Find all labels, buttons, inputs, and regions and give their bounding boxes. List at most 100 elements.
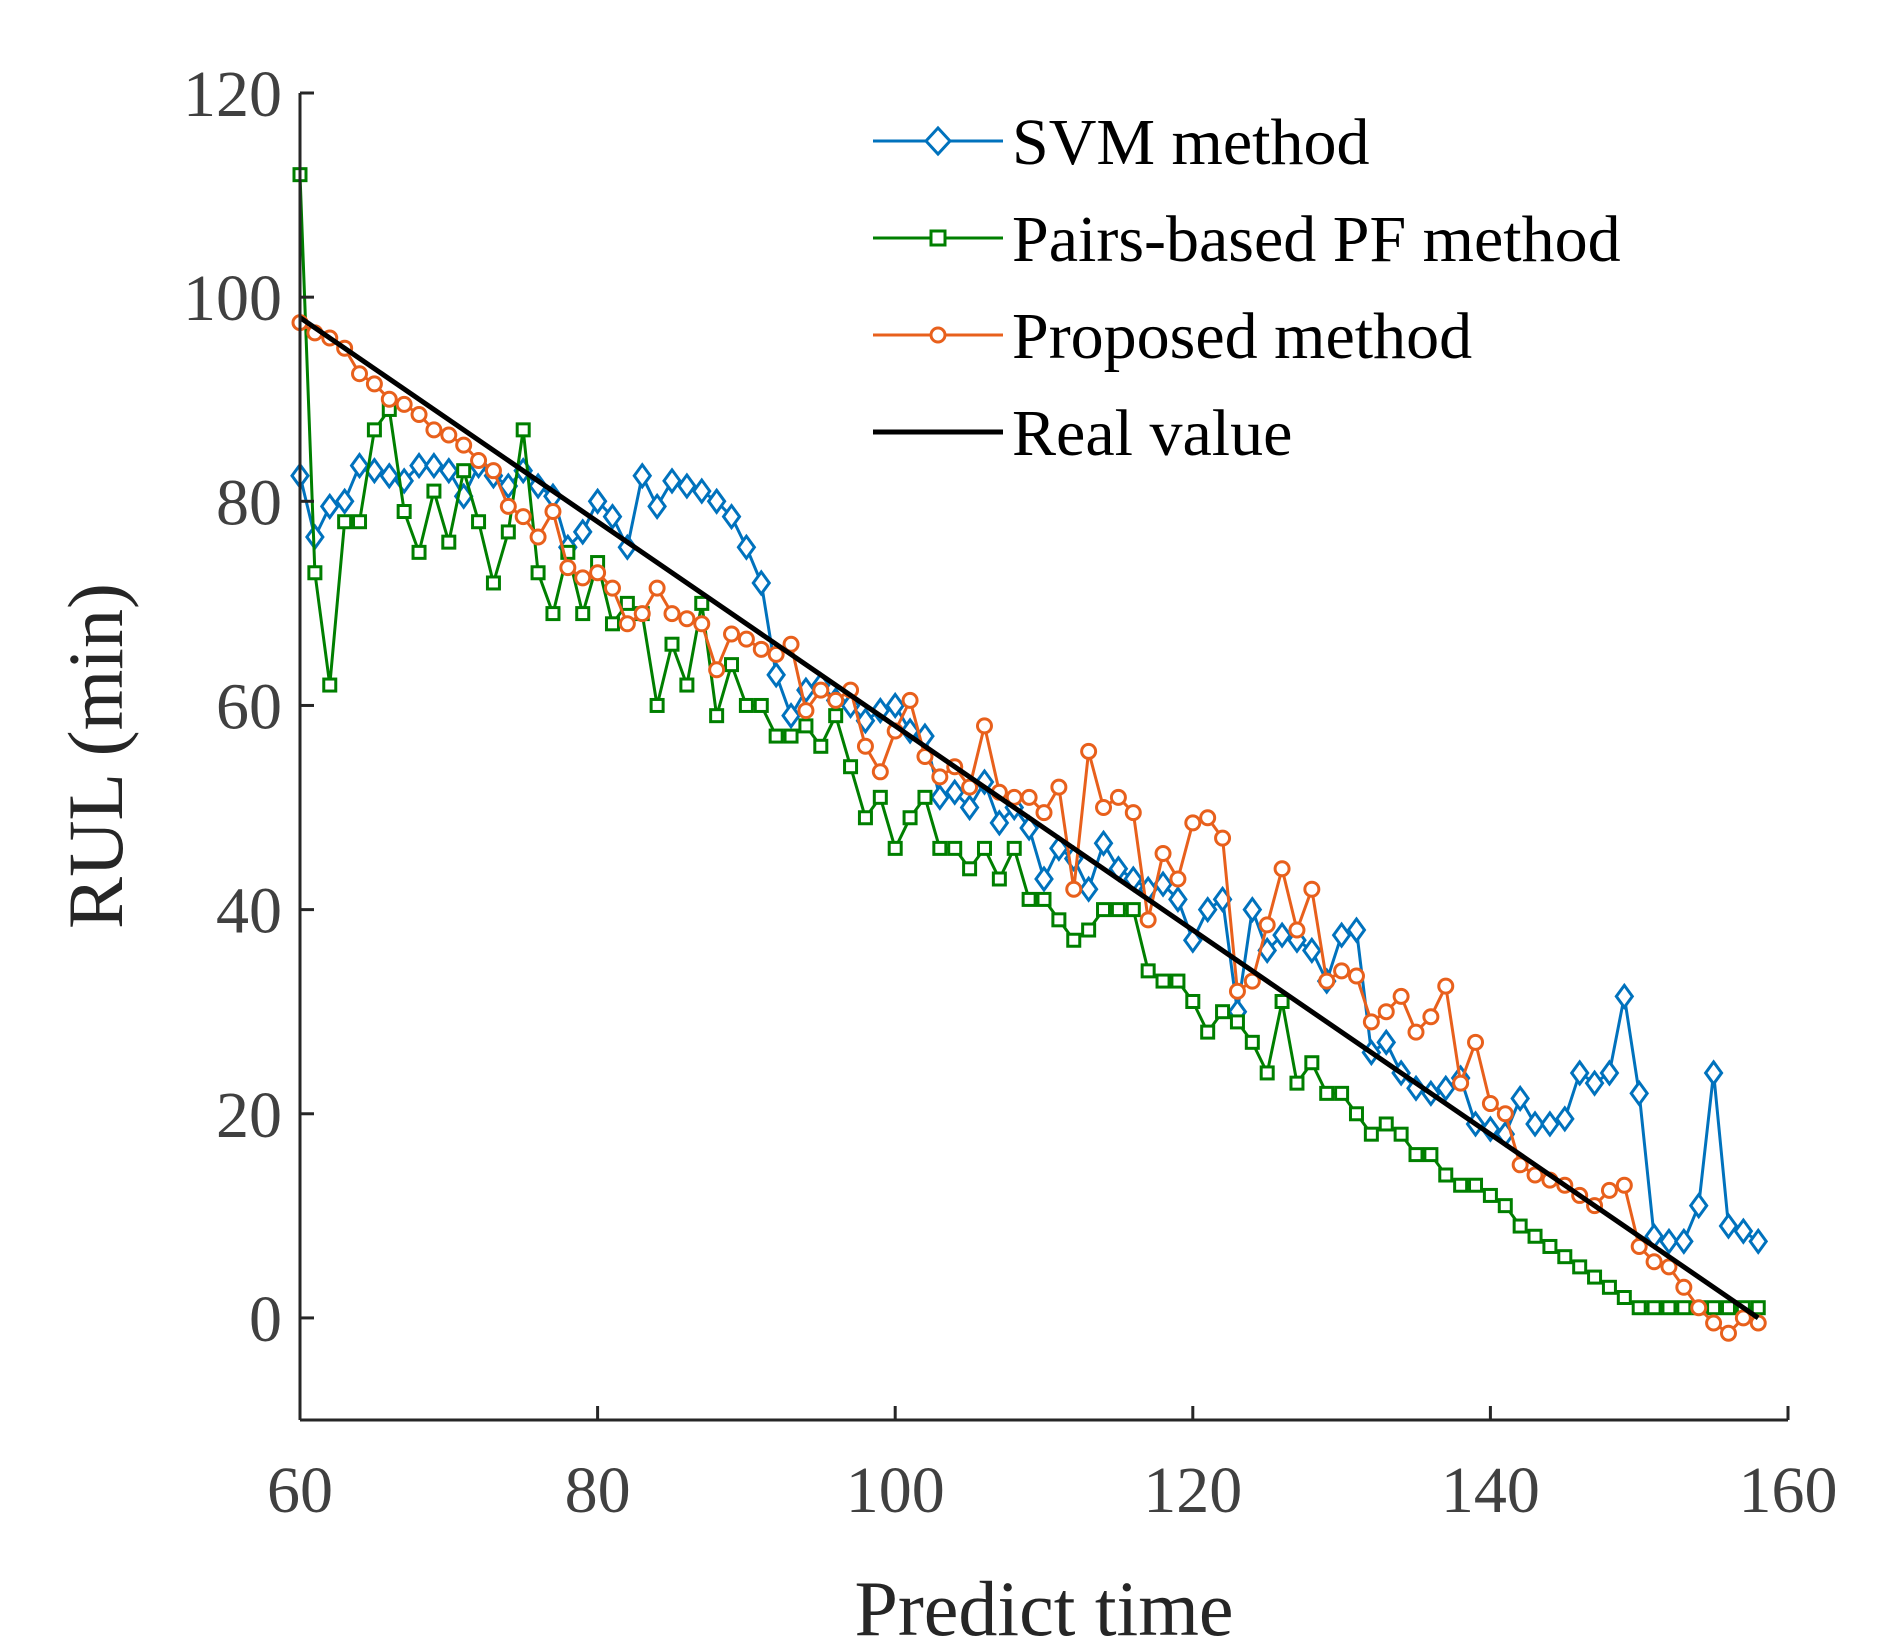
series-line-real-value bbox=[298, 315, 1760, 1320]
data-point-svm-method bbox=[1346, 916, 1367, 944]
data-point-pairs-based-pf-method bbox=[500, 524, 516, 540]
data-point-svm-method bbox=[319, 492, 340, 520]
data-point-svm-method bbox=[721, 503, 742, 531]
data-point-proposed-method bbox=[1154, 844, 1172, 862]
data-point-pairs-based-pf-method bbox=[307, 565, 323, 581]
data-point-proposed-method bbox=[1615, 1176, 1633, 1194]
data-point-pairs-based-pf-method bbox=[1497, 1198, 1513, 1214]
data-point-pairs-based-pf-method bbox=[857, 810, 873, 826]
data-point-pairs-based-pf-method bbox=[515, 422, 531, 438]
data-point-pairs-based-pf-method bbox=[664, 636, 680, 652]
x-tick-label: 100 bbox=[846, 1454, 945, 1527]
data-point-pairs-based-pf-method bbox=[1601, 1279, 1617, 1295]
data-point-proposed-method bbox=[1199, 809, 1217, 827]
data-point-proposed-method bbox=[1600, 1181, 1618, 1199]
data-point-pairs-based-pf-method bbox=[1066, 932, 1082, 948]
data-point-proposed-method bbox=[1035, 804, 1053, 822]
data-point-proposed-method bbox=[574, 569, 592, 587]
data-point-pairs-based-pf-method bbox=[530, 565, 546, 581]
data-point-svm-method bbox=[706, 487, 727, 515]
data-point-pairs-based-pf-method bbox=[1215, 1004, 1231, 1020]
x-ticks: 60 80 100 120 140 160 bbox=[267, 1406, 1838, 1527]
data-point-proposed-method bbox=[1407, 1023, 1425, 1041]
data-point-pairs-based-pf-method bbox=[1244, 1034, 1260, 1050]
data-point-pairs-based-pf-method bbox=[1363, 1126, 1379, 1142]
data-point-proposed-method bbox=[603, 579, 621, 597]
data-point-proposed-method bbox=[1705, 1314, 1723, 1332]
data-point-svm-method bbox=[1168, 885, 1188, 913]
x-tick-label: 80 bbox=[565, 1454, 631, 1527]
y-tick-label: 0 bbox=[249, 1283, 282, 1356]
data-point-svm-method bbox=[1301, 936, 1322, 964]
y-tick-label: 100 bbox=[183, 262, 282, 335]
data-point-pairs-based-pf-method bbox=[1185, 993, 1201, 1009]
data-point-proposed-method bbox=[856, 737, 874, 755]
data-point-proposed-method bbox=[1109, 788, 1127, 806]
data-point-proposed-method bbox=[916, 748, 934, 765]
data-point-proposed-method bbox=[1734, 1309, 1752, 1327]
data-point-proposed-method bbox=[484, 462, 502, 480]
data-point-pairs-based-pf-method bbox=[1438, 1167, 1454, 1183]
data-point-proposed-method bbox=[1065, 880, 1083, 898]
data-point-proposed-method bbox=[871, 763, 889, 781]
data-point-svm-method bbox=[1554, 1105, 1575, 1133]
data-point-proposed-method bbox=[1347, 967, 1365, 985]
data-point-svm-method bbox=[602, 503, 623, 531]
data-point-proposed-method bbox=[395, 395, 413, 413]
data-point-pairs-based-pf-method bbox=[1378, 1116, 1394, 1132]
series-proposed-method bbox=[291, 314, 1767, 1342]
data-point-svm-method bbox=[1569, 1059, 1590, 1087]
data-point-pairs-based-pf-method bbox=[1304, 1055, 1320, 1071]
data-point-proposed-method bbox=[1422, 1008, 1440, 1026]
data-point-proposed-method bbox=[1318, 972, 1336, 990]
x-axis-title: Predict time bbox=[854, 1565, 1233, 1648]
data-point-proposed-method bbox=[663, 605, 681, 623]
data-point-svm-method bbox=[989, 809, 1010, 837]
data-point-svm-method bbox=[1510, 1084, 1531, 1113]
data-point-pairs-based-pf-method bbox=[1646, 1300, 1662, 1316]
data-point-pairs-based-pf-method bbox=[902, 810, 918, 826]
data-point-svm-method bbox=[751, 569, 772, 597]
data-point-pairs-based-pf-method bbox=[441, 534, 457, 550]
data-point-proposed-method bbox=[648, 579, 666, 597]
data-point-proposed-method bbox=[752, 640, 770, 658]
data-point-svm-method bbox=[1197, 896, 1218, 924]
data-point-proposed-method bbox=[1392, 987, 1410, 1005]
data-point-svm-method bbox=[647, 492, 667, 520]
legend-marker-proposed bbox=[929, 326, 947, 344]
data-point-proposed-method bbox=[1288, 921, 1306, 939]
data-point-proposed-method bbox=[440, 426, 458, 444]
legend-label-pairs-pf: Pairs-based PF method bbox=[1012, 203, 1621, 276]
x-tick-label: 120 bbox=[1143, 1454, 1242, 1527]
data-point-pairs-based-pf-method bbox=[1125, 902, 1141, 918]
data-point-pairs-based-pf-method bbox=[753, 697, 769, 713]
y-tick-label: 40 bbox=[216, 875, 282, 948]
data-point-proposed-method bbox=[1020, 788, 1038, 806]
data-point-proposed-method bbox=[1719, 1324, 1737, 1342]
data-point-pairs-based-pf-method bbox=[619, 595, 635, 611]
data-point-pairs-based-pf-method bbox=[1482, 1187, 1498, 1203]
data-point-proposed-method bbox=[1526, 1166, 1544, 1184]
data-point-svm-method bbox=[781, 702, 801, 730]
data-point-pairs-based-pf-method bbox=[471, 514, 487, 530]
data-point-svm-method bbox=[438, 457, 459, 485]
data-point-proposed-method bbox=[380, 390, 398, 408]
data-point-pairs-based-pf-method bbox=[724, 657, 740, 673]
data-point-proposed-method bbox=[827, 691, 845, 709]
data-point-pairs-based-pf-method bbox=[352, 514, 368, 530]
data-point-proposed-method bbox=[1080, 742, 1098, 760]
series-layer bbox=[290, 167, 1769, 1342]
plot-area: 60 80 100 120 140 160 0 20 40 60 80 100 120 bbox=[183, 58, 1838, 1527]
data-point-proposed-method bbox=[559, 559, 577, 577]
data-point-proposed-method bbox=[1228, 982, 1246, 1000]
data-point-pairs-based-pf-method bbox=[1081, 922, 1097, 938]
data-point-proposed-method bbox=[1258, 916, 1276, 934]
data-point-svm-method bbox=[1629, 1079, 1650, 1107]
data-point-proposed-method bbox=[723, 625, 741, 643]
data-point-pairs-based-pf-method bbox=[1170, 973, 1186, 989]
data-point-pairs-based-pf-method bbox=[426, 483, 442, 499]
data-point-svm-method bbox=[900, 717, 920, 745]
data-point-pairs-based-pf-method bbox=[783, 728, 799, 744]
data-point-svm-method bbox=[1093, 829, 1114, 857]
data-point-proposed-method bbox=[1303, 880, 1321, 898]
